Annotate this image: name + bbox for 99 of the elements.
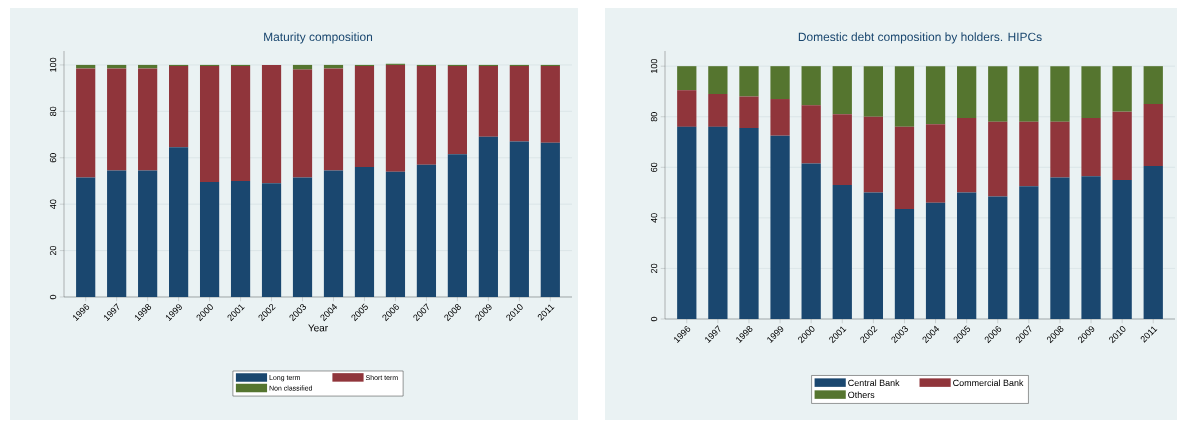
bar (770, 135, 790, 319)
bar (385, 171, 406, 297)
bar (894, 66, 915, 127)
bar (832, 185, 852, 319)
bar (957, 66, 977, 118)
bar (708, 126, 728, 319)
y-tick-label: 0 (650, 316, 658, 322)
legend-label: Commercial Bank (953, 379, 1024, 387)
bar (957, 118, 977, 193)
bar (138, 68, 158, 171)
bar (199, 66, 220, 183)
bar (478, 66, 498, 137)
bar (1143, 66, 1163, 105)
bar (1112, 66, 1132, 112)
bar (107, 68, 127, 171)
y-tick-label: 60 (650, 162, 658, 172)
bar (988, 196, 1008, 319)
bar (292, 64, 313, 70)
bar (261, 64, 282, 184)
bar (416, 66, 437, 165)
bar (1112, 111, 1132, 180)
bar (739, 66, 759, 97)
bar (478, 136, 498, 297)
bar (1143, 166, 1163, 319)
bar (739, 128, 759, 319)
bar (957, 192, 977, 319)
bar (801, 105, 821, 164)
bar (801, 163, 821, 319)
bar (169, 66, 189, 148)
bar (770, 99, 790, 136)
bar (1081, 118, 1101, 177)
bar (988, 121, 1008, 197)
bar (739, 96, 759, 129)
bar (988, 66, 1008, 122)
bar (832, 114, 852, 185)
bar (1143, 104, 1163, 167)
bar (677, 66, 697, 91)
bar (323, 170, 344, 297)
bar (509, 66, 529, 142)
bar (863, 116, 883, 193)
y-tick-label: 80 (49, 106, 57, 116)
bar (801, 66, 821, 106)
bar (1081, 66, 1101, 118)
bar (261, 183, 282, 297)
bar (76, 177, 96, 297)
y-tick-label: 60 (49, 153, 57, 163)
chart-title: Domestic debt composition by holders. HIPCs (798, 32, 1042, 44)
bar (677, 90, 697, 127)
bar (832, 66, 852, 115)
legend-label: Central Bank (848, 379, 900, 387)
bar (76, 68, 96, 178)
y-tick-label: 100 (650, 59, 658, 73)
bar (354, 167, 375, 297)
bar (323, 68, 344, 171)
bar (863, 192, 883, 319)
bar (925, 202, 946, 319)
y-tick-label: 40 (650, 213, 658, 223)
bar (447, 66, 467, 155)
legend-label: Others (848, 391, 875, 399)
bar (1050, 121, 1070, 178)
bar (863, 66, 883, 117)
bar (230, 180, 251, 297)
bar (292, 69, 313, 178)
bar (1112, 179, 1132, 319)
bar (416, 164, 437, 297)
bar (1081, 176, 1101, 319)
bar (292, 177, 313, 297)
bar (894, 126, 915, 210)
chart-title: Maturity composition (264, 32, 373, 44)
bar (199, 182, 220, 297)
bar (385, 64, 406, 172)
y-tick-label: 20 (650, 263, 658, 273)
bar (1050, 177, 1070, 319)
bar (540, 66, 560, 143)
bar (354, 66, 375, 168)
x-axis-title: Year (308, 324, 328, 332)
bar (925, 66, 946, 125)
bar (509, 141, 529, 297)
y-tick-label: 40 (49, 199, 57, 209)
bar (677, 126, 697, 319)
bar (1019, 66, 1039, 122)
bar (447, 154, 467, 297)
bar (708, 66, 728, 94)
y-tick-label: 80 (650, 112, 658, 122)
bar (1019, 186, 1039, 319)
bar (925, 124, 946, 203)
bar (770, 66, 790, 100)
bar (894, 209, 915, 319)
bar (230, 66, 251, 181)
bar (1019, 121, 1039, 187)
bar (107, 170, 127, 297)
y-tick-label: 100 (49, 57, 57, 72)
bar (169, 147, 189, 297)
bar (138, 170, 158, 297)
bar (540, 142, 560, 297)
y-tick-label: 0 (49, 294, 57, 300)
y-tick-label: 20 (49, 245, 57, 256)
bar (708, 93, 728, 127)
bar (1050, 66, 1070, 122)
